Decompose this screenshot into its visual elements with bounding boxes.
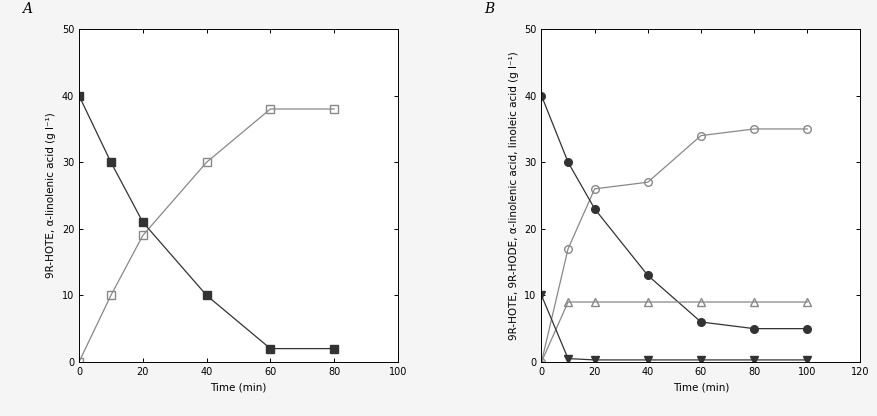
X-axis label: Time (min): Time (min) (210, 382, 267, 392)
Y-axis label: 9R-HOTE, 9R-HODE, α-linolenic acid, linoleic acid (g l⁻¹): 9R-HOTE, 9R-HODE, α-linolenic acid, lino… (508, 51, 518, 340)
Y-axis label: 9R-HOTE, α-linolenic acid (g l⁻¹): 9R-HOTE, α-linolenic acid (g l⁻¹) (46, 113, 56, 278)
Text: B: B (483, 2, 494, 16)
X-axis label: Time (min): Time (min) (672, 382, 728, 392)
Text: A: A (22, 2, 32, 16)
